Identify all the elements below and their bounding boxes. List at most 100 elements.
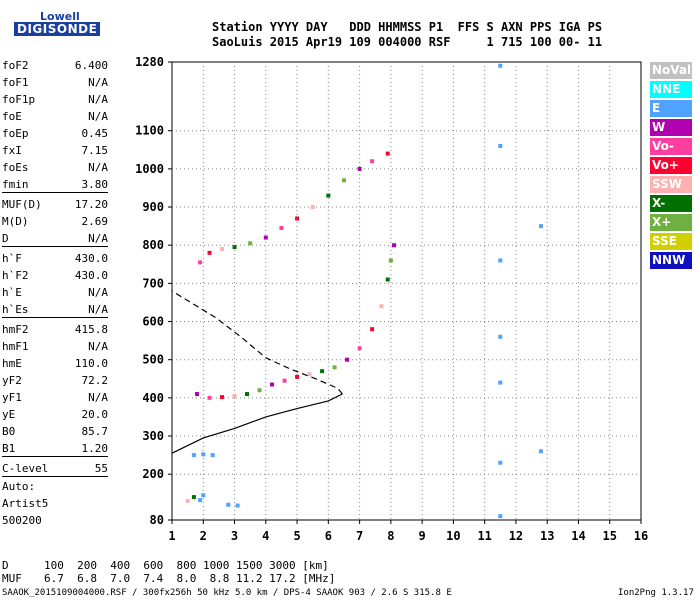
param-name: h`F2 xyxy=(2,269,29,282)
param-value: 110.0 xyxy=(74,357,108,370)
param-name: yF1 xyxy=(2,391,22,404)
param-value: N/A xyxy=(88,391,108,404)
echo-point xyxy=(248,241,253,246)
param-value: 0.45 xyxy=(81,127,109,140)
param-separator xyxy=(2,192,108,193)
param-name: foF1p xyxy=(2,93,36,106)
x-tick-label: 1 xyxy=(168,529,175,543)
param-row: hmF2 415.8 xyxy=(2,323,108,336)
header-line-2: SaoLuis 2015 Apr19 109 004000 RSF 1 715 … xyxy=(212,35,603,49)
echo-point xyxy=(198,498,203,503)
x-tick-label: 11 xyxy=(477,529,491,543)
param-value: 2.69 xyxy=(81,215,109,228)
param-value: 430.0 xyxy=(74,252,108,265)
param-separator xyxy=(2,246,108,247)
muf-table-muf-label: MUF xyxy=(2,572,22,585)
param-name: foF2 xyxy=(2,59,29,72)
param-value: N/A xyxy=(88,76,108,89)
param-row: hmE 110.0 xyxy=(2,357,108,370)
echo-point xyxy=(370,327,375,332)
param-name: C-level xyxy=(2,462,49,475)
y-tick-label: 1280 xyxy=(135,55,164,69)
param-value: 415.8 xyxy=(74,323,108,336)
y-tick-label: 1100 xyxy=(135,124,164,138)
echo-point xyxy=(232,245,237,250)
param-row: foEs N/A xyxy=(2,161,108,174)
param-row: foF1 N/A xyxy=(2,76,108,89)
echo-point xyxy=(295,216,300,221)
echo-point xyxy=(185,498,190,503)
x-tick-label: 9 xyxy=(419,529,426,543)
echo-point xyxy=(279,226,284,231)
x-tick-label: 8 xyxy=(387,529,394,543)
plot-frame xyxy=(171,61,642,521)
param-row: h`F2 430.0 xyxy=(2,269,108,282)
param-name: D xyxy=(2,232,9,245)
echo-point xyxy=(245,392,250,397)
param-name: foF1 xyxy=(2,76,29,89)
profile-line-dashed xyxy=(171,290,343,395)
param-name: h`F xyxy=(2,252,22,265)
echo-point xyxy=(310,205,315,210)
echo-point xyxy=(388,258,393,263)
profile-line-solid xyxy=(171,393,343,454)
y-tick-label: 400 xyxy=(142,391,164,405)
param-row: foF1p N/A xyxy=(2,93,108,106)
echo-point xyxy=(357,166,362,171)
param-value: 72.2 xyxy=(81,374,109,387)
echo-point xyxy=(235,503,240,508)
param-value: 1.20 xyxy=(81,442,109,455)
param-row: M(D) 2.69 xyxy=(2,215,108,228)
param-row: foF2 6.400 xyxy=(2,59,108,72)
echo-point xyxy=(498,334,503,339)
y-tick-label: 800 xyxy=(142,238,164,252)
x-tick-label: 4 xyxy=(262,529,269,543)
param-name: fmin xyxy=(2,178,29,191)
echo-point xyxy=(498,460,503,465)
param-row: B0 85.7 xyxy=(2,425,108,438)
echo-point xyxy=(538,224,543,229)
echo-point xyxy=(226,502,231,507)
param-row: fxI 7.15 xyxy=(2,144,108,157)
param-row: yE 20.0 xyxy=(2,408,108,421)
param-value: N/A xyxy=(88,232,108,245)
echo-point xyxy=(332,365,337,370)
auto-label: Auto: xyxy=(2,480,36,493)
legend-item: W xyxy=(650,119,692,136)
muf-table-d-label: D xyxy=(2,559,9,572)
echo-point xyxy=(282,378,287,383)
echo-point xyxy=(385,151,390,156)
param-value: N/A xyxy=(88,110,108,123)
param-row: foE N/A xyxy=(2,110,108,123)
legend-item: SSW xyxy=(650,176,692,193)
param-name: foE xyxy=(2,110,22,123)
param-row: C-level 55 xyxy=(2,462,108,475)
echo-point xyxy=(370,159,375,164)
param-value: N/A xyxy=(88,286,108,299)
x-tick-label: 10 xyxy=(446,529,460,543)
echo-point xyxy=(207,395,212,400)
echo-point xyxy=(307,372,312,377)
echo-point xyxy=(498,143,503,148)
y-tick-label: 300 xyxy=(142,429,164,443)
legend-item: SSE xyxy=(650,233,692,250)
echo-point xyxy=(295,374,300,379)
param-value: 55 xyxy=(94,462,108,475)
x-tick-label: 13 xyxy=(540,529,554,543)
param-separator xyxy=(2,456,108,457)
param-row: MUF(D) 17.20 xyxy=(2,198,108,211)
param-row: h`F 430.0 xyxy=(2,252,108,265)
param-value: N/A xyxy=(88,303,108,316)
echo-point xyxy=(341,178,346,183)
echo-point xyxy=(391,243,396,248)
param-name: h`Es xyxy=(2,303,29,316)
x-tick-label: 5 xyxy=(293,529,300,543)
param-name: hmE xyxy=(2,357,22,370)
echo-point xyxy=(263,235,268,240)
param-value: N/A xyxy=(88,161,108,174)
echo-point xyxy=(320,369,325,374)
logo-digisonde: DIGISONDE xyxy=(14,22,101,36)
param-name: foEp xyxy=(2,127,29,140)
param-name: MUF(D) xyxy=(2,198,42,211)
